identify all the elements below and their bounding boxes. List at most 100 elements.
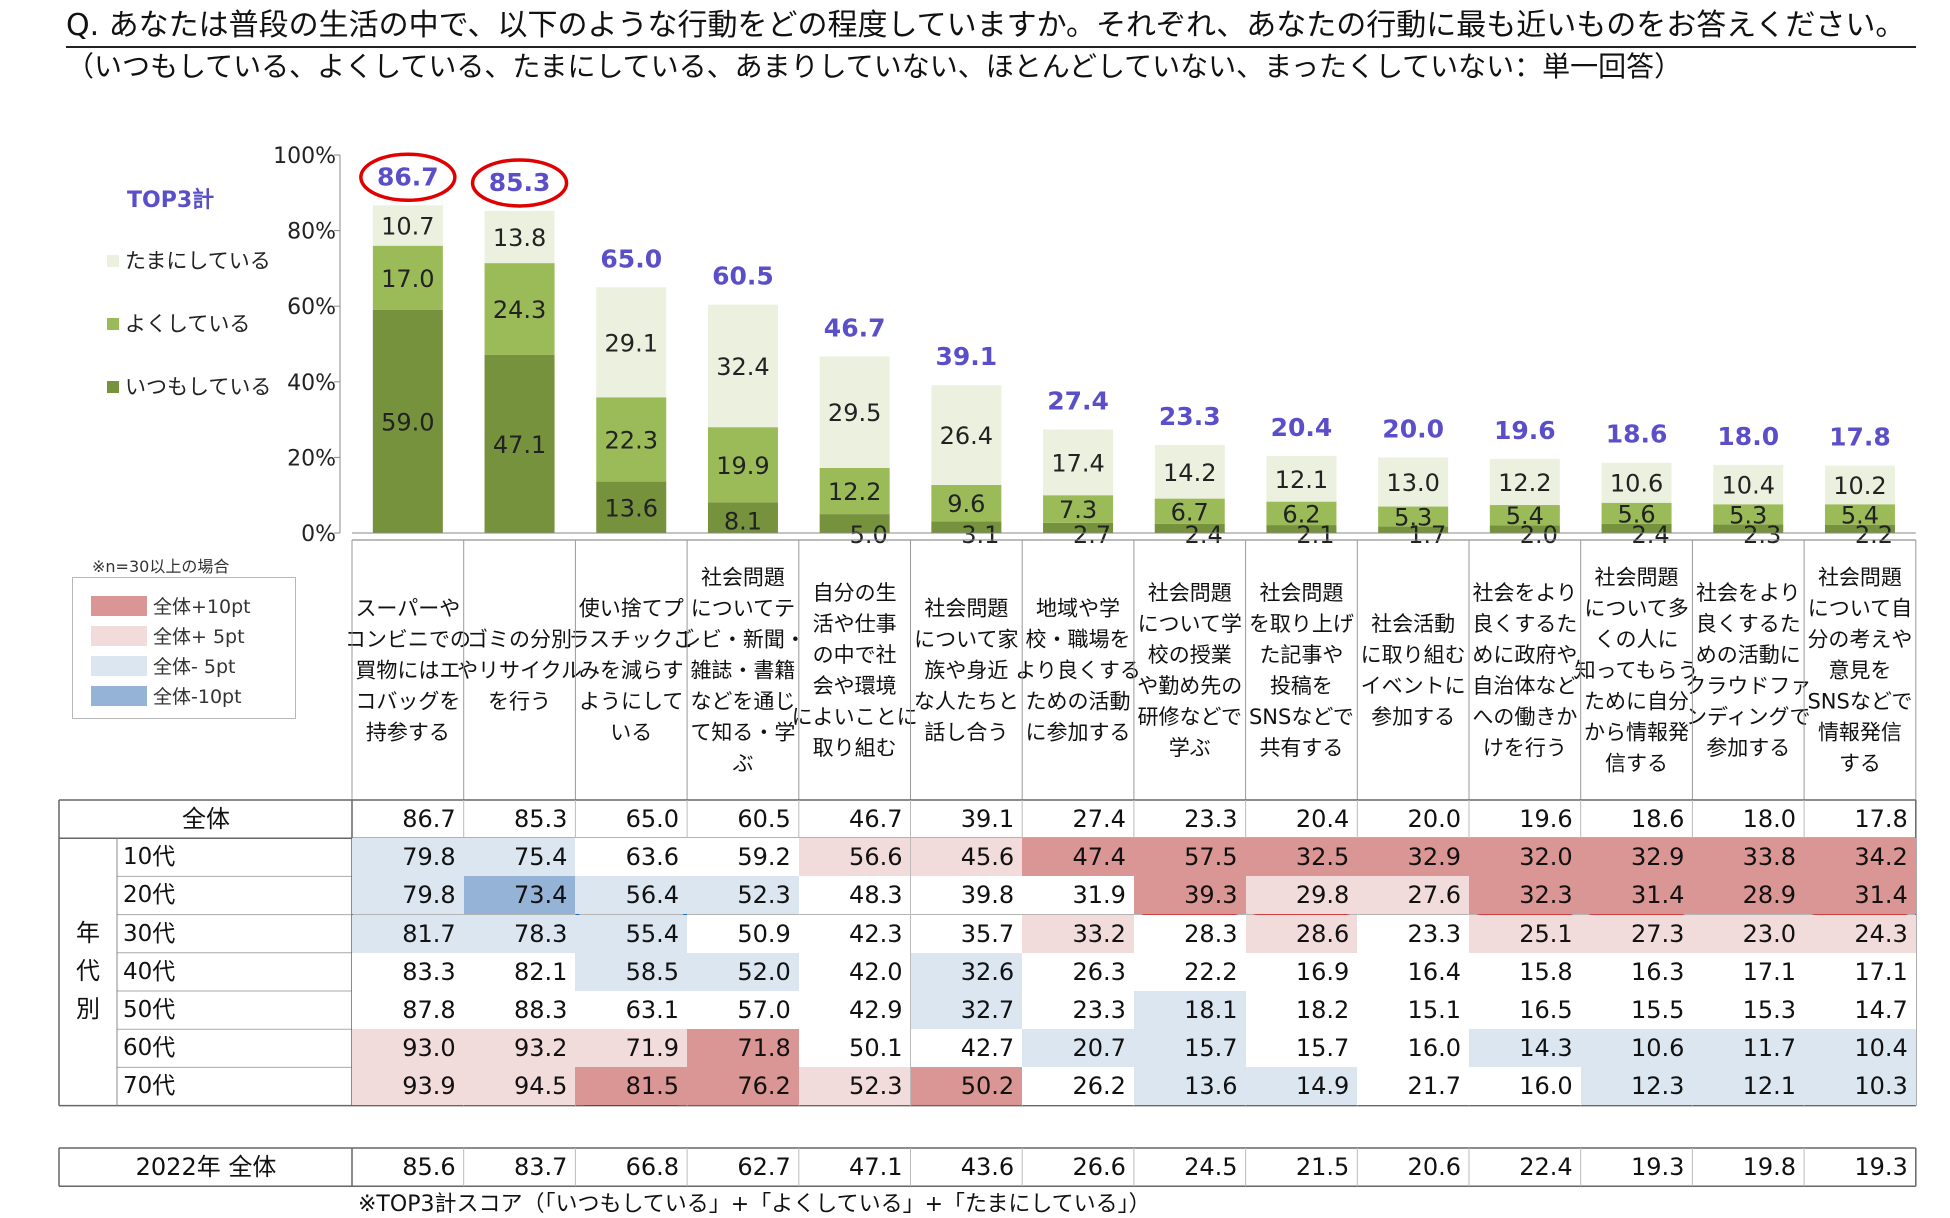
table-cell: 73.4 bbox=[463, 876, 576, 915]
legend-minus5: 全体- 5pt bbox=[91, 652, 236, 678]
table-cell: 83.7 bbox=[513, 1153, 568, 1181]
data-label-top3: 17.8 bbox=[1829, 423, 1891, 452]
data-label-always: 2.4 bbox=[1631, 521, 1669, 549]
bar-always bbox=[1489, 525, 1560, 533]
table-cell: 88.3 bbox=[463, 991, 576, 1029]
data-label-often: 24.3 bbox=[493, 296, 546, 324]
y-tick-label: 60% bbox=[287, 295, 336, 320]
table-cell: 71.8 bbox=[687, 1029, 799, 1068]
bar-sometimes bbox=[1043, 429, 1114, 496]
category-label: 雑誌・書籍 bbox=[690, 659, 795, 683]
data-label-often: 6.2 bbox=[1282, 500, 1320, 528]
table-cell: 23.0 bbox=[1692, 914, 1805, 953]
legend-plus10: 全体+10pt bbox=[91, 592, 251, 618]
data-label-always: 47.1 bbox=[493, 431, 546, 459]
category-label: について家 bbox=[914, 628, 1018, 652]
bar-always bbox=[596, 481, 667, 533]
category-label: や勤め先の bbox=[1137, 674, 1242, 698]
table-cell: 43.6 bbox=[960, 1153, 1015, 1181]
category-label: 自治体など bbox=[1472, 674, 1577, 698]
table-cell: 23.3 bbox=[1357, 914, 1469, 953]
table-cell: 28.3 bbox=[1133, 914, 1246, 953]
category-label: 社会問題 bbox=[1818, 566, 1902, 590]
category-label: について学 bbox=[1138, 612, 1242, 636]
table-cell: 22.4 bbox=[1519, 1153, 1573, 1181]
bar-sometimes bbox=[819, 356, 890, 468]
data-label-always: 1.7 bbox=[1408, 521, 1446, 549]
data-label-always: 59.0 bbox=[381, 408, 434, 436]
table-cell: 83.3 bbox=[352, 952, 464, 991]
table-cell: 23.3 bbox=[1022, 991, 1134, 1029]
table-cell: 15.1 bbox=[1357, 991, 1469, 1029]
table-cell: 33.8 bbox=[1692, 838, 1805, 877]
bar-always bbox=[707, 502, 778, 533]
bar-always bbox=[484, 354, 555, 533]
table-cell: 27.3 bbox=[1580, 914, 1693, 953]
table-cell: 62.7 bbox=[737, 1153, 791, 1181]
data-label-top3: 27.4 bbox=[1047, 386, 1109, 415]
data-label-always: 13.6 bbox=[605, 494, 658, 522]
category-label: 買物にはエ bbox=[355, 659, 460, 683]
table-cell: 65.0 bbox=[625, 805, 680, 833]
table-cell: 55.4 bbox=[575, 914, 688, 953]
category-label: 社会をより bbox=[1473, 581, 1578, 605]
table-cell: 60.5 bbox=[737, 805, 791, 833]
bar-always bbox=[1154, 523, 1225, 533]
data-label-top3: 18.6 bbox=[1606, 420, 1668, 449]
table-cell: 20.6 bbox=[1407, 1153, 1461, 1181]
data-label-sometimes: 32.4 bbox=[716, 353, 769, 381]
table-cell: 14.7 bbox=[1804, 991, 1916, 1029]
table-cell: 20.7 bbox=[1022, 1029, 1134, 1068]
data-label-sometimes: 13.0 bbox=[1386, 469, 1439, 497]
table-cell: 50.9 bbox=[687, 914, 799, 953]
bar-sometimes bbox=[1824, 465, 1895, 505]
data-label-often: 7.3 bbox=[1059, 496, 1097, 524]
table-cell: 47.4 bbox=[1022, 838, 1134, 877]
table-cell: 21.5 bbox=[1295, 1153, 1350, 1181]
category-label: くの人に bbox=[1595, 628, 1679, 652]
bar-often bbox=[1043, 495, 1114, 523]
category-label: 社会問題 bbox=[1595, 566, 1679, 590]
category-label: 意見を bbox=[1828, 659, 1891, 683]
category-label: 地域や学 bbox=[1036, 597, 1120, 621]
table-cell: 26.2 bbox=[1022, 1067, 1134, 1106]
bar-often bbox=[1601, 502, 1672, 524]
table-cell: 15.7 bbox=[1133, 1029, 1246, 1068]
bar-often bbox=[1266, 501, 1337, 526]
table-cell: 45.6 bbox=[910, 838, 1023, 877]
bar-often bbox=[707, 427, 778, 503]
bar-sometimes bbox=[931, 385, 1002, 485]
data-label-top3: 60.5 bbox=[712, 262, 774, 291]
legend-series-label: いつもしている bbox=[125, 375, 271, 399]
top3-highlight-circle bbox=[359, 152, 457, 203]
table-cell: 32.0 bbox=[1469, 838, 1581, 877]
table-cell: 94.5 bbox=[463, 1067, 576, 1106]
data-label-top3: 23.3 bbox=[1159, 402, 1221, 431]
data-label-always: 2.7 bbox=[1073, 521, 1111, 549]
category-label: 話し合う bbox=[924, 721, 1008, 745]
table-cell: 19.3 bbox=[1854, 1153, 1908, 1181]
legend-swatch bbox=[107, 381, 119, 393]
table-cell: 86.7 bbox=[402, 805, 456, 833]
table-cell: 16.0 bbox=[1357, 1029, 1469, 1068]
category-label: を取り上げ bbox=[1249, 612, 1354, 636]
table-cell: 32.9 bbox=[1580, 838, 1693, 877]
y-tick-label: 0% bbox=[301, 522, 336, 547]
table-cell: 27.6 bbox=[1357, 876, 1469, 915]
table-cell: 85.3 bbox=[513, 805, 568, 833]
table-cell: 19.3 bbox=[1630, 1153, 1685, 1181]
table-cell: 78.3 bbox=[463, 914, 576, 953]
data-label-sometimes: 12.1 bbox=[1275, 466, 1328, 494]
table-cell: 15.8 bbox=[1469, 952, 1581, 991]
table-cell: 18.0 bbox=[1742, 805, 1797, 833]
data-label-top3: 85.3 bbox=[489, 168, 551, 197]
data-label-top3: 46.7 bbox=[824, 313, 886, 342]
category-label: によいことに bbox=[792, 705, 918, 729]
bar-sometimes bbox=[372, 205, 443, 246]
age-row-label: 60代 bbox=[123, 1035, 176, 1062]
data-label-sometimes: 10.4 bbox=[1722, 472, 1775, 500]
data-label-often: 5.6 bbox=[1617, 500, 1655, 528]
plus5-swatch bbox=[91, 625, 147, 646]
bar-always bbox=[1043, 522, 1114, 533]
category-label: 社会活動 bbox=[1371, 612, 1455, 636]
